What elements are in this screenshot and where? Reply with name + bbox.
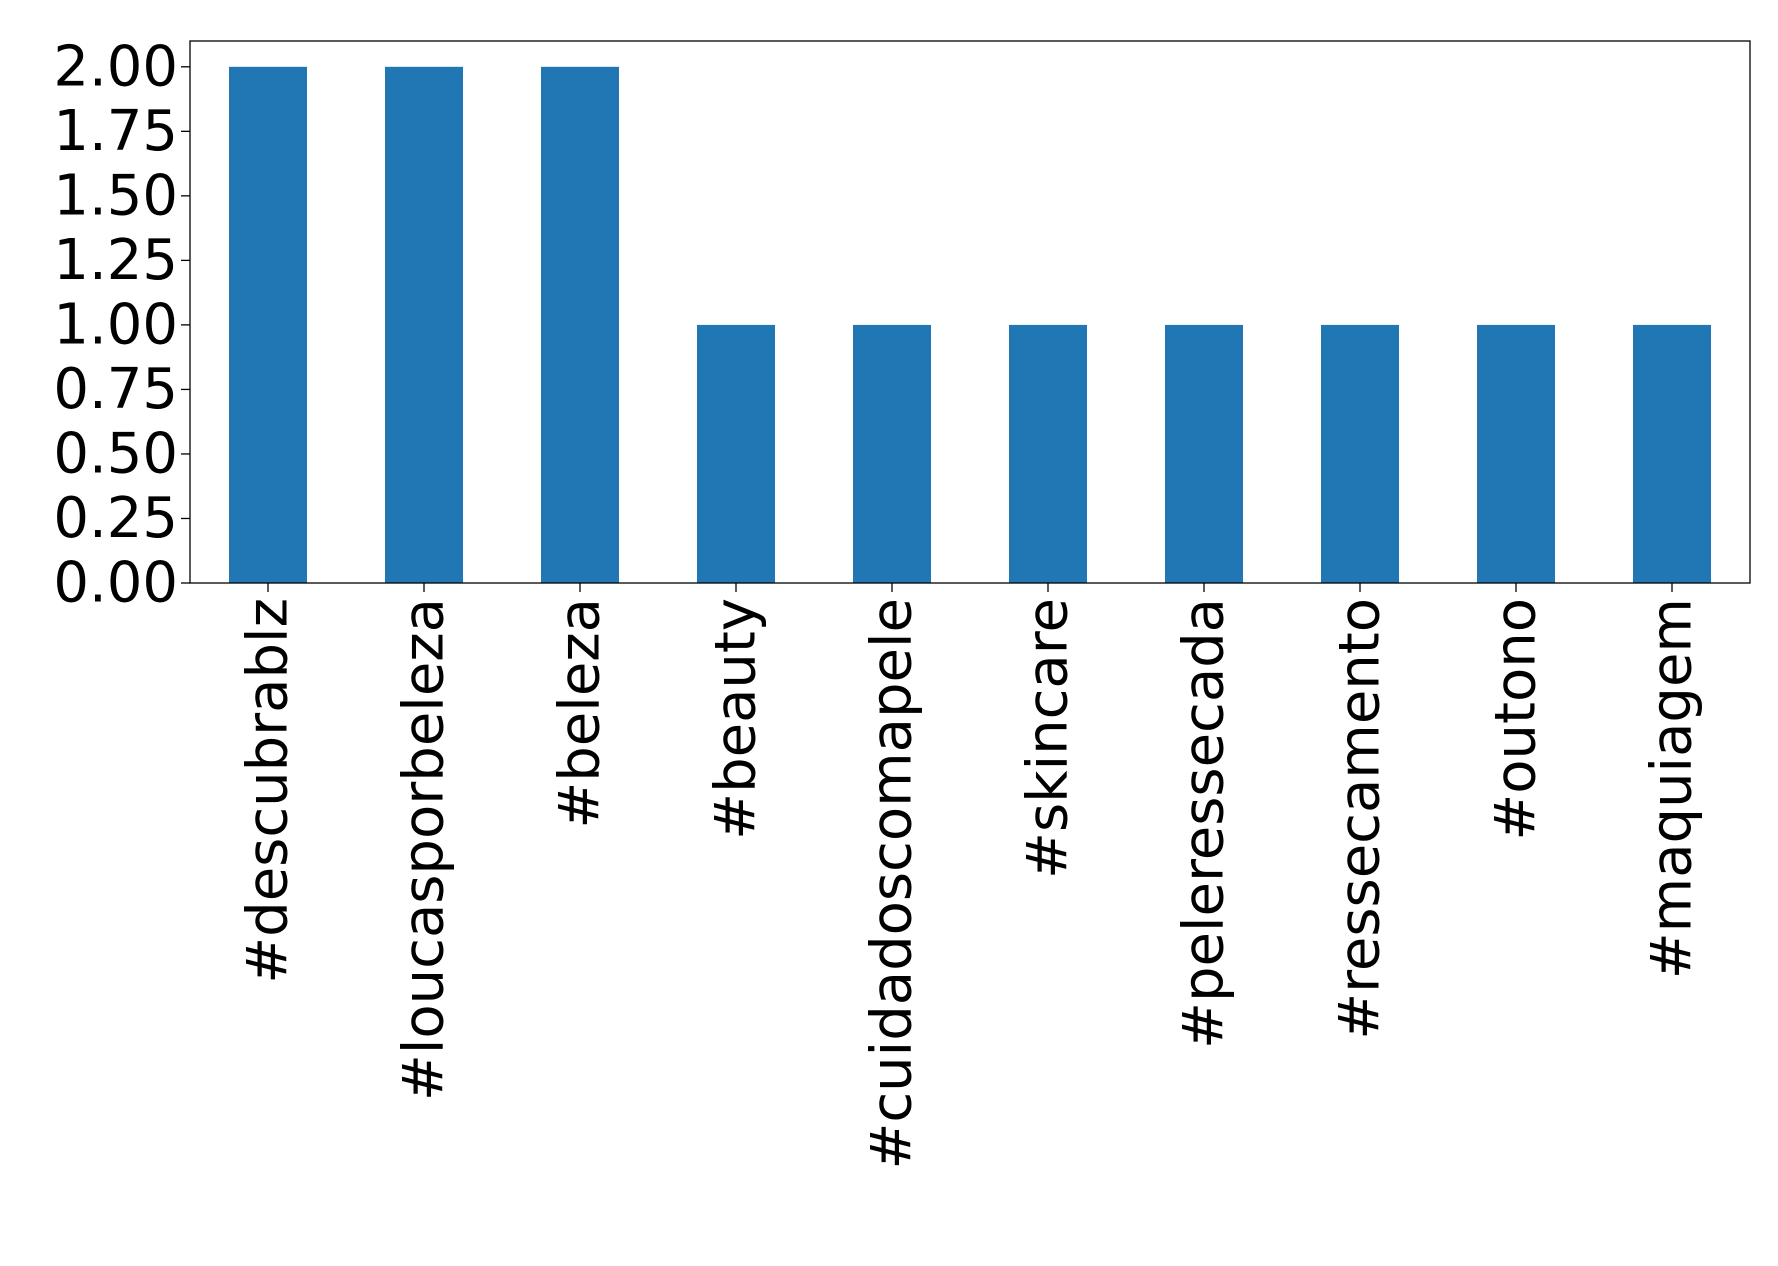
y-tick-label: 1.00 (53, 292, 178, 357)
x-tick-label: #beauty (704, 598, 769, 840)
x-tick-label: #maquiagem (1640, 598, 1705, 979)
bar-beleza (541, 66, 619, 584)
x-tick-label: #descubrablz (236, 598, 301, 984)
bar-cuidadoscomapele (853, 324, 931, 583)
bar-outono (1477, 324, 1555, 583)
y-tick-label: 0.25 (53, 486, 178, 551)
x-tick-label: #skincare (1016, 598, 1081, 879)
bars-group (229, 66, 1711, 584)
x-axis: #descubrablz #loucasporbeleza #beleza #beau… (236, 583, 1705, 1170)
y-tick-label: 0.75 (53, 357, 178, 422)
x-tick-label: #beleza (548, 598, 613, 829)
bar-beauty (697, 324, 775, 583)
y-tick-label: 0.50 (53, 421, 178, 486)
plot-frame (189, 40, 1751, 584)
y-tick-label: 1.75 (53, 99, 178, 164)
x-tick-label: #peleressecada (1172, 598, 1237, 1049)
y-tick-label: 1.50 (53, 163, 178, 228)
bar-maquiagem (1633, 324, 1711, 583)
x-tick-label: #cuidadoscomapele (860, 598, 925, 1170)
y-tick-label: 2.00 (53, 34, 178, 99)
bar-skincare (1009, 324, 1087, 583)
y-tick-label: 0.00 (53, 551, 178, 616)
y-axis: 0.000.250.500.751.001.251.501.752.00 (53, 34, 190, 616)
bar-loucasporbeleza (385, 66, 463, 584)
x-tick-label: #loucasporbeleza (392, 598, 457, 1101)
x-tick-label: #ressecamento (1328, 598, 1393, 1040)
bar-descubrablz (229, 66, 307, 584)
y-tick-label: 1.25 (53, 228, 178, 293)
x-tick-label: #outono (1484, 598, 1549, 841)
bar-peleressecada (1165, 324, 1243, 583)
bar-ressecamento (1321, 324, 1399, 583)
